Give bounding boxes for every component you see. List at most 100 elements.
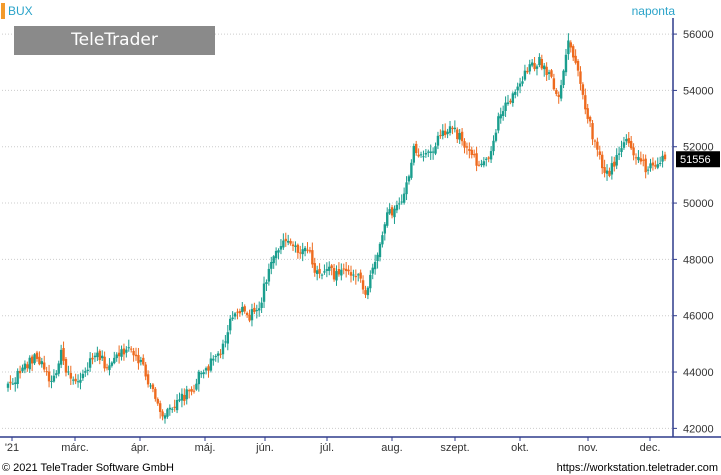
candle-body [586,108,589,119]
candle-body [105,367,109,369]
candle-body [296,244,300,253]
candle-body [378,243,382,258]
candle-body [38,356,41,365]
candle-body [489,151,493,160]
candle-body [511,93,515,104]
candle-body [318,268,321,274]
candle-body [603,167,606,173]
candle-body [190,388,193,392]
candle-body [110,362,114,366]
candle-body [543,65,546,70]
candle-body [214,356,217,358]
last-value-marker: 51556 [676,151,720,168]
candle-body [137,355,140,364]
candle-body [209,358,213,371]
candle-body [373,261,377,270]
candle-body [81,373,85,379]
candle-body [50,380,53,382]
candle-body [226,332,230,344]
period-label[interactable]: naponta [631,4,675,18]
x-tick-label: aug. [381,442,402,454]
candle-body [69,372,73,379]
last-value-label: 51556 [680,154,711,166]
y-tick-label: 48000 [683,254,714,266]
x-tick-label: '21 [5,442,19,454]
candle-body [482,161,486,166]
candle-body [429,151,432,154]
candle-body [200,373,203,375]
candle-body [415,143,418,154]
candle-body [212,358,215,361]
candle-body [422,156,425,158]
candle-body [579,71,582,84]
x-tick-label: okt. [511,442,529,454]
candle-body [627,138,630,144]
candle-body [639,158,643,162]
x-tick-label: jún. [255,442,274,454]
candle-body [359,272,362,279]
candle-body [576,60,580,71]
candle-body [59,349,63,365]
candle-body [103,356,106,369]
candle-body [451,127,454,130]
candle-body [538,56,541,66]
candle-body [424,153,428,155]
last-value-box [676,151,720,168]
candle-body [245,312,249,316]
candle-body [156,398,159,404]
candle-body [441,130,444,136]
candle-body [395,204,399,211]
candle-body [6,383,10,388]
candle-body [197,371,201,385]
candle-body [125,349,128,353]
candle-body [129,348,133,350]
candle-body [286,240,290,243]
candle-body [480,163,483,166]
candle-body [613,161,616,167]
candle-body [550,70,553,77]
candle-body [180,393,184,401]
candle-body [347,269,350,272]
y-tick-label: 46000 [683,311,714,323]
candle-body [443,130,447,136]
brand-part1: TeleTrader [71,30,158,50]
candle-body [494,132,498,141]
candle-body [518,83,522,87]
candle-body [23,363,27,370]
candle-body [448,126,452,133]
candle-body [600,154,604,169]
candle-body [301,249,304,255]
symbol-label[interactable]: BUX [8,4,33,18]
teletrader-logo: TeleTrader WorkStation [14,26,215,79]
candle-body [127,347,130,349]
candle-body [465,146,469,148]
candle-body [393,208,396,218]
y-tick-label: 42000 [683,423,714,435]
candle-body [40,361,44,365]
candle-body [262,283,266,302]
candle-body [93,355,97,358]
candle-body [354,276,358,278]
candle-body [545,66,548,76]
x-tick-label: máj. [195,442,216,454]
candle-body [267,268,271,282]
candle-body [340,269,343,276]
grid-lines [2,33,673,429]
candle-body [569,42,572,48]
candle-body [238,311,242,314]
source-url[interactable]: https://workstation.teletrader.com [556,462,718,474]
candle-body [533,63,536,70]
brand-part2: WorkStation [54,59,175,79]
candle-body [330,265,333,268]
candle-body [207,366,210,371]
candle-body [453,127,457,130]
candle-body [407,176,411,182]
candle-body [456,129,459,140]
candle-body [291,244,295,247]
candle-body [371,267,374,274]
candle-body [243,306,246,312]
candle-body [412,145,415,163]
candle-body [386,212,389,226]
